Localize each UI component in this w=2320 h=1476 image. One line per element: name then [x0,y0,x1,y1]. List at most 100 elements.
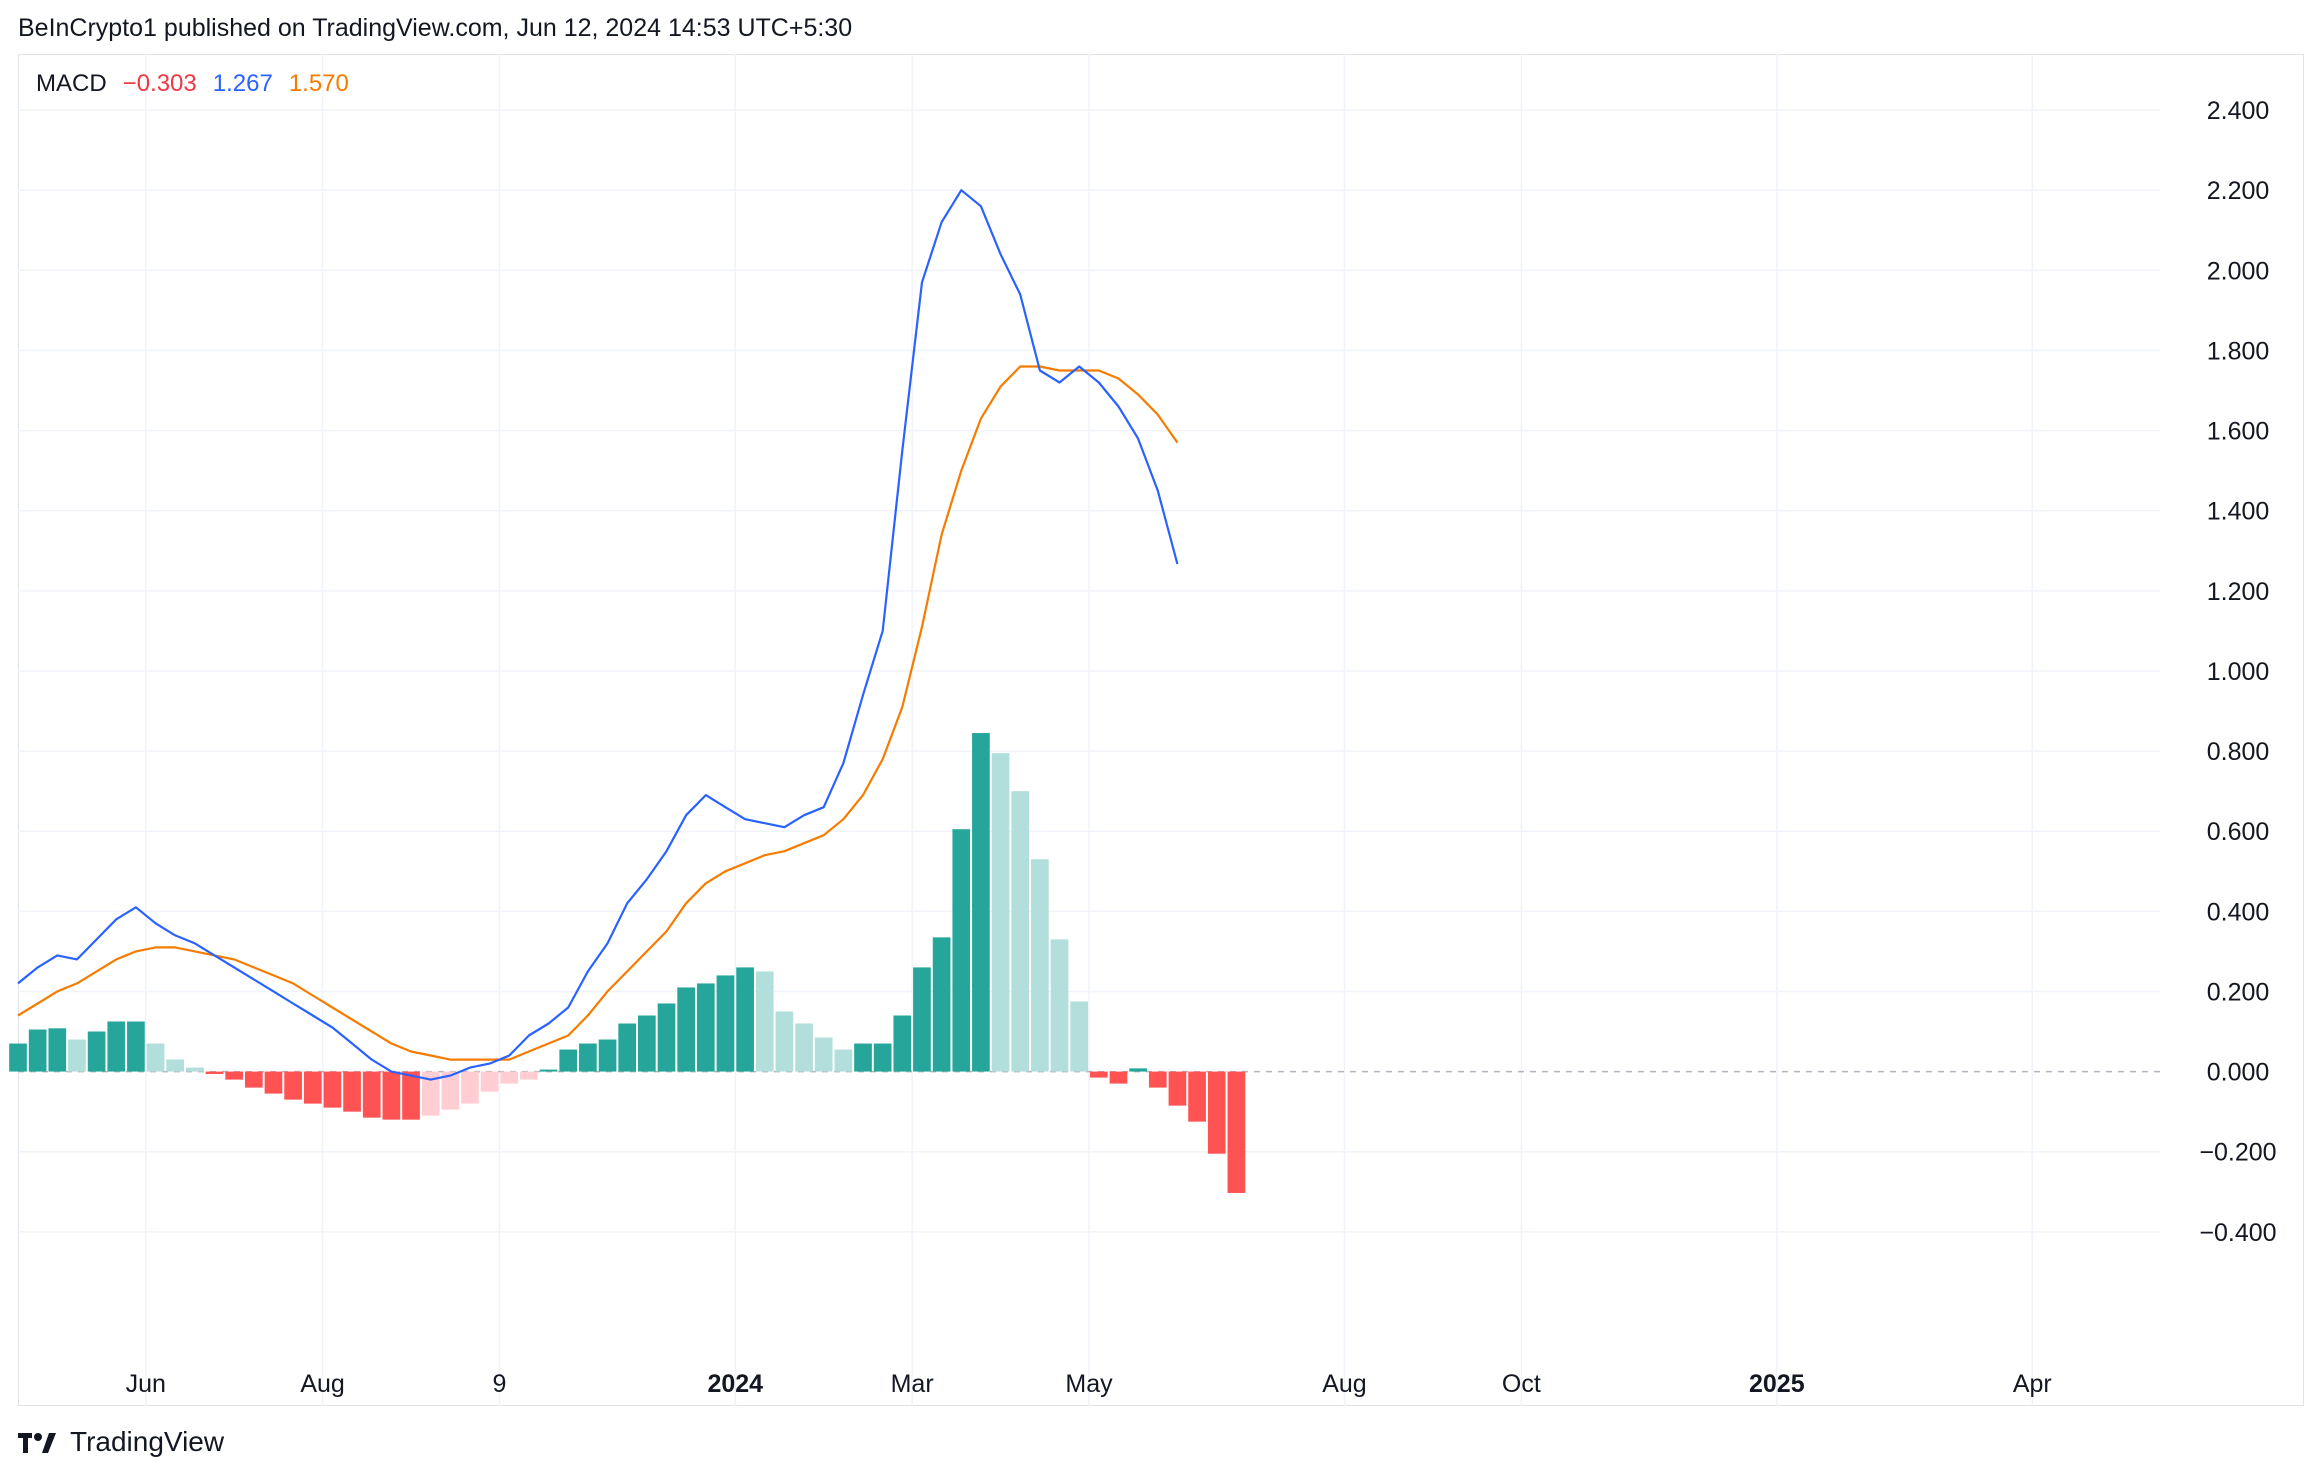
y-tick-label-6: 1.200 [2207,578,2270,606]
histogram-bar [87,1031,106,1072]
histogram-bar [598,1039,617,1072]
vertical-gridlines [144,54,2034,1406]
histogram-bar [716,975,735,1072]
histogram-bar [1011,791,1030,1072]
histogram-bar [186,1067,204,1072]
histogram-bar [559,1049,578,1072]
publisher-header: BeInCrypto1 published on TradingView.com… [18,14,853,42]
histogram-bar [775,1011,794,1072]
y-tick-label-1: 2.200 [2207,177,2270,205]
histogram-bar [28,1029,47,1072]
x-tick-label-6: Aug [1322,1370,1366,1398]
x-tick-label-3: 2024 [707,1370,763,1398]
y-tick-label-0: 2.400 [2207,97,2270,125]
macd-legend: MACD −0.303 1.267 1.570 [36,70,349,98]
histogram-bar [893,1015,912,1072]
histogram-bar [539,1069,558,1072]
histogram-bar [814,1037,833,1072]
histogram-bar [1227,1071,1246,1193]
y-tick-label-8: 0.800 [2207,738,2270,766]
histogram-bar [1050,939,1069,1072]
histogram-bar [107,1021,126,1072]
legend-histogram-value: −0.303 [122,70,197,97]
x-tick-label-2: 9 [493,1370,507,1398]
x-tick-label-1: Aug [300,1370,344,1398]
histogram-bar [991,753,1010,1072]
histogram-bar [1207,1071,1226,1154]
x-tick-label-7: Oct [1502,1370,1541,1398]
histogram-bar [795,1023,813,1072]
histogram-bar [343,1071,361,1112]
y-tick-label-9: 0.600 [2207,818,2270,846]
histogram-bar [854,1043,872,1072]
histogram-bar [402,1071,420,1120]
x-tick-label-9: Apr [2013,1370,2052,1398]
x-tick-label-0: Jun [126,1370,166,1398]
histogram-bar [1188,1071,1206,1122]
horizontal-gridlines [18,109,2160,1233]
histogram-bar [618,1023,637,1072]
x-tick-label-8: 2025 [1749,1370,1805,1398]
legend-macd-value: 1.267 [212,70,273,97]
indicator-lines [17,189,1179,1081]
histogram-bar [284,1071,302,1100]
histogram-bar [480,1071,499,1092]
y-tick-label-2: 2.000 [2207,257,2270,285]
histogram-bar [461,1071,479,1104]
histogram-bar [755,971,774,1072]
legend-title: MACD [36,70,107,97]
x-axis-labels: Jun Aug 9 2024 Mar May Aug Oct 2025 Apr [126,1370,2052,1398]
histogram-bar [520,1071,538,1080]
histogram-bar [48,1028,67,1072]
histogram-bar [657,1003,676,1072]
histogram-bar [441,1071,460,1110]
histogram-bar [166,1059,185,1072]
histogram-bar [736,967,754,1072]
histogram-bar [834,1049,853,1072]
y-tick-label-10: 0.400 [2207,898,2270,926]
histogram-bar [205,1071,224,1074]
macd-line [17,189,1179,1081]
y-tick-label-11: 0.200 [2207,978,2270,1006]
histogram-bar [303,1071,322,1104]
histogram-bar [1168,1071,1187,1106]
histogram-bar [362,1071,381,1118]
histogram-bar [873,1043,892,1072]
histogram-bar [127,1021,145,1072]
y-tick-label-13: −0.200 [2199,1139,2276,1167]
histogram-bar [1109,1071,1128,1084]
histogram-bar [225,1071,244,1080]
histogram-bar [913,967,931,1072]
histogram-bar [1089,1071,1108,1078]
histogram-bar [323,1071,342,1108]
chart-frame [18,54,2304,1406]
x-tick-label-5: May [1065,1370,1113,1398]
y-tick-label-3: 1.800 [2207,337,2270,365]
y-axis-labels: 2.400 2.200 2.000 1.800 1.600 1.400 1.200 1.000… [2199,97,2276,1247]
histogram-bar [1031,859,1049,1072]
histogram-bar [638,1015,656,1072]
y-tick-label-12: 0.000 [2207,1059,2270,1087]
y-tick-label-7: 1.000 [2207,658,2270,686]
histogram-bar [952,829,971,1072]
histogram-bar [1070,1001,1089,1072]
histogram-bar [1148,1071,1167,1088]
histogram-bars [9,733,1246,1193]
histogram-bar [932,937,951,1072]
y-tick-label-5: 1.400 [2207,498,2270,526]
tradingview-logo-icon [18,1433,56,1453]
histogram-bar [9,1043,27,1072]
histogram-bar [146,1043,165,1072]
histogram-bar [68,1039,86,1072]
legend-signal-value: 1.570 [288,70,349,97]
footer-brand-text: TradingView [70,1426,225,1457]
histogram-bar [421,1071,440,1116]
histogram-bar [677,987,695,1072]
y-tick-label-14: −0.400 [2199,1219,2276,1247]
histogram-bar [579,1043,597,1072]
footer-brand[interactable]: TradingView [18,1426,224,1458]
histogram-bar [382,1071,401,1120]
signal-line [17,365,1179,1061]
y-tick-label-4: 1.600 [2207,418,2270,446]
